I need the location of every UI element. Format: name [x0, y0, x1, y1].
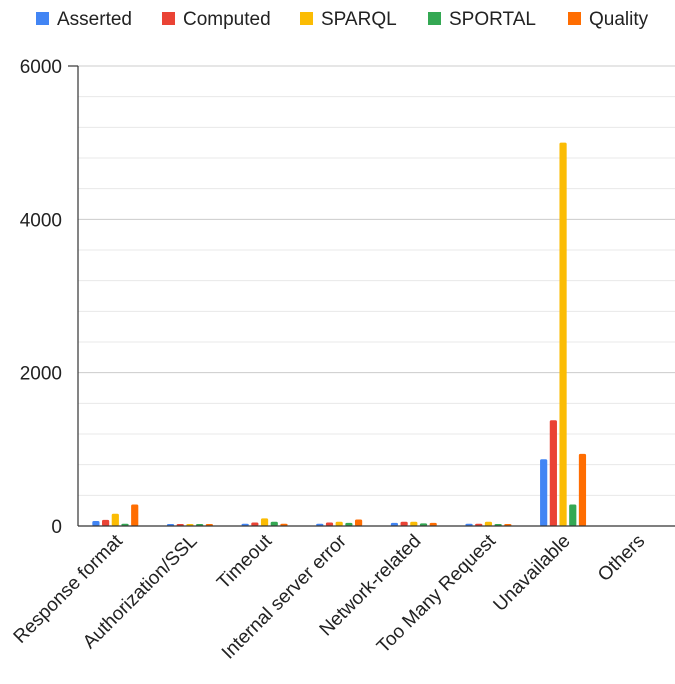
x-category-label: Others [594, 531, 649, 586]
bar-sparql-2 [260, 518, 269, 526]
bar-quality-4 [429, 522, 437, 526]
x-category-label: Timeout [213, 530, 276, 593]
bar-computed-3 [325, 522, 334, 526]
bar-computed-2 [251, 522, 259, 526]
legend-label-0: Asserted [57, 9, 132, 30]
bar-sportal-6 [569, 504, 577, 526]
axes [68, 65, 675, 527]
bar-sparql-5 [484, 521, 493, 526]
bar-computed-6 [549, 420, 557, 526]
gridlines [78, 65, 675, 496]
bars [92, 142, 587, 526]
legend-label-4: Quality [589, 9, 649, 30]
legend-label-3: SPORTAL [449, 9, 536, 30]
legend-swatch-0 [36, 12, 49, 25]
legend-swatch-2 [300, 12, 313, 25]
bar-asserted-0 [92, 521, 100, 526]
legend-swatch-3 [428, 12, 441, 25]
legend-swatch-1 [162, 12, 175, 25]
bar-quality-3 [354, 519, 363, 526]
bar-sparql-0 [111, 513, 119, 526]
bar-sparql-6 [559, 142, 567, 526]
legend-label-2: SPARQL [321, 9, 397, 30]
bar-sportal-2 [270, 521, 278, 526]
bar-asserted-6 [540, 459, 548, 526]
legend: Asserted Computed SPARQL SPORTAL Quality [36, 9, 649, 30]
y-axis-ticks: 0 2000 4000 6000 [20, 57, 62, 538]
bar-asserted-4 [390, 522, 399, 526]
legend-label-1: Computed [183, 9, 271, 30]
bar-sparql-3 [335, 521, 343, 526]
bar-sparql-4 [410, 521, 418, 526]
x-category-label: Unavailable [490, 531, 575, 616]
bar-quality-0 [131, 504, 139, 526]
legend-swatch-4 [568, 12, 581, 25]
bar-quality-6 [578, 453, 587, 526]
y-tick-label: 2000 [20, 364, 62, 385]
bar-sportal-4 [419, 523, 428, 526]
bar-computed-4 [400, 521, 408, 526]
y-tick-label: 6000 [20, 57, 62, 78]
bar-computed-0 [102, 519, 110, 526]
y-tick-label: 4000 [20, 210, 62, 231]
x-category-label: Internal server error [218, 530, 351, 663]
bar-sportal-3 [345, 522, 353, 526]
y-tick-label: 0 [51, 517, 62, 538]
